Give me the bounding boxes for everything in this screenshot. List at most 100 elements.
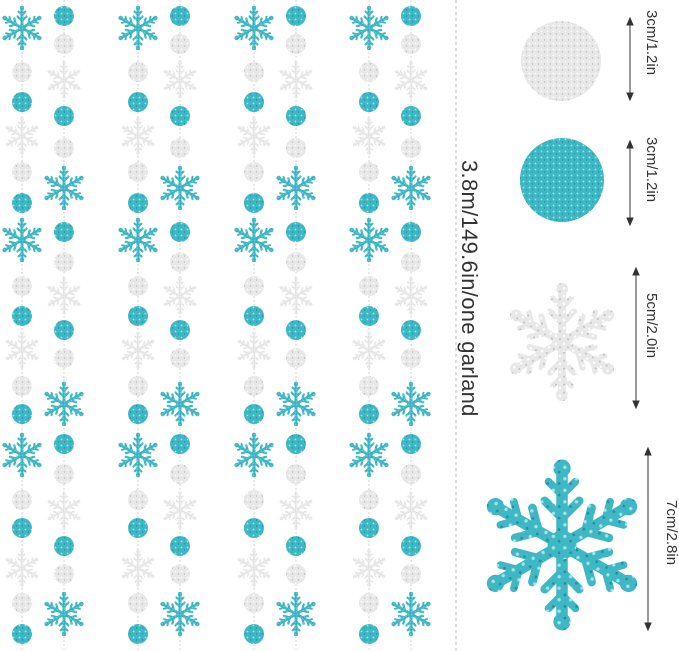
teal-circle-icon [170, 434, 190, 454]
silver-circle-icon [54, 138, 74, 158]
silver-circle-icon [359, 62, 379, 82]
teal-circle-icon [128, 624, 148, 644]
silver-circle-icon [54, 348, 74, 368]
silver-snowflake-icon [4, 332, 40, 369]
silver-circle-icon [170, 252, 190, 272]
teal-circle-icon [286, 434, 306, 454]
teal-circle-icon [359, 518, 379, 538]
silver-snowflake-icon [120, 118, 156, 155]
silver-circle-icon [244, 162, 264, 182]
silver-snowflake-icon [351, 550, 387, 587]
silver-snowflake-icon [46, 278, 82, 315]
silver-circle-icon [54, 34, 74, 54]
silver-snowflake-icon [351, 332, 387, 369]
teal-circle-icon [244, 306, 264, 326]
teal-snowflake-icon [390, 166, 433, 210]
teal-snowflake-icon [480, 461, 644, 630]
teal-circle-icon [401, 222, 421, 242]
teal-snowflake-icon [1, 433, 44, 477]
silver-circle-icon [12, 490, 32, 510]
silver-circle-icon [401, 348, 421, 368]
silver-snowflake-icon [393, 62, 429, 99]
silver-circle-icon [54, 252, 74, 272]
teal-circle-icon [54, 434, 74, 454]
teal-circle-icon [401, 320, 421, 340]
teal-circle-icon [170, 320, 190, 340]
silver-snowflake-icon [162, 492, 198, 529]
teal-circle-icon [359, 624, 379, 644]
teal-circle-icon [54, 536, 74, 556]
silver-snowflake-icon [162, 62, 198, 99]
silver-circle-icon [359, 490, 379, 510]
silver-circle-icon [170, 564, 190, 584]
teal-circle-icon [128, 92, 148, 112]
silver-snowflake-icon [4, 550, 40, 587]
teal-circle-icon [128, 193, 148, 213]
teal-circle-icon [170, 536, 190, 556]
silver-circle-icon [128, 376, 148, 396]
teal-circle-icon [12, 193, 32, 213]
silver-snowflake-icon [236, 118, 272, 155]
teal-snowflake-icon [233, 6, 276, 50]
teal-snowflake-icon [117, 433, 160, 477]
silver-circle-icon [128, 162, 148, 182]
teal-circle-icon [244, 193, 264, 213]
silver-snowflake-icon [162, 278, 198, 315]
silver-circle-icon [359, 593, 379, 613]
teal-circle-icon [54, 320, 74, 340]
teal-snowflake-icon [43, 592, 86, 636]
silver-circle-icon [244, 376, 264, 396]
teal-snowflake-icon [159, 166, 202, 210]
silver-circle-icon [54, 564, 74, 584]
teal-snowflake-icon [390, 592, 433, 636]
teal-circle-icon [170, 106, 190, 126]
silver-circle-icon [401, 34, 421, 54]
teal-snowflake-icon [390, 382, 433, 426]
silver-snowflake-icon [236, 332, 272, 369]
dimension-arrow [626, 16, 634, 102]
teal-circle-icon [54, 106, 74, 126]
silver-circle-icon [401, 564, 421, 584]
teal-circle-icon [520, 138, 604, 222]
teal-snowflake-icon [348, 218, 391, 262]
silver-circle-icon [286, 348, 306, 368]
silver-circle-icon [521, 21, 601, 101]
silver-snowflake-icon [120, 332, 156, 369]
garland-length-label: 3.8m/149.6in/one garland [457, 160, 482, 417]
size-label-teal-circle: 3cm/1.2in [643, 137, 660, 203]
silver-snowflake-icon [120, 550, 156, 587]
teal-circle-icon [244, 624, 264, 644]
teal-circle-icon [286, 6, 306, 26]
teal-circle-icon [12, 306, 32, 326]
teal-circle-icon [401, 434, 421, 454]
teal-circle-icon [359, 92, 379, 112]
dimension-arrow [626, 139, 634, 227]
teal-snowflake-icon [43, 382, 86, 426]
silver-circle-icon [286, 252, 306, 272]
teal-circle-icon [12, 624, 32, 644]
size-label-teal-snowflake: 7cm/2.8in [663, 500, 679, 566]
teal-circle-icon [359, 193, 379, 213]
silver-circle-icon [401, 138, 421, 158]
silver-circle-icon [359, 276, 379, 296]
silver-snowflake-icon [393, 278, 429, 315]
silver-circle-icon [359, 162, 379, 182]
silver-circle-icon [286, 564, 306, 584]
silver-circle-icon [54, 464, 74, 484]
garland-strands [1, 0, 433, 651]
silver-snowflake-icon [351, 118, 387, 155]
teal-snowflake-icon [117, 6, 160, 50]
dimension-arrow [644, 446, 652, 632]
size-label-silver-circle: 3cm/1.2in [643, 10, 660, 76]
teal-circle-icon [128, 306, 148, 326]
silver-circle-icon [12, 62, 32, 82]
teal-circle-icon [244, 404, 264, 424]
silver-circle-icon [244, 593, 264, 613]
teal-circle-icon [128, 404, 148, 424]
silver-snowflake-icon [278, 278, 314, 315]
silver-circle-icon [170, 138, 190, 158]
silver-circle-icon [286, 464, 306, 484]
teal-circle-icon [12, 92, 32, 112]
teal-circle-icon [401, 106, 421, 126]
